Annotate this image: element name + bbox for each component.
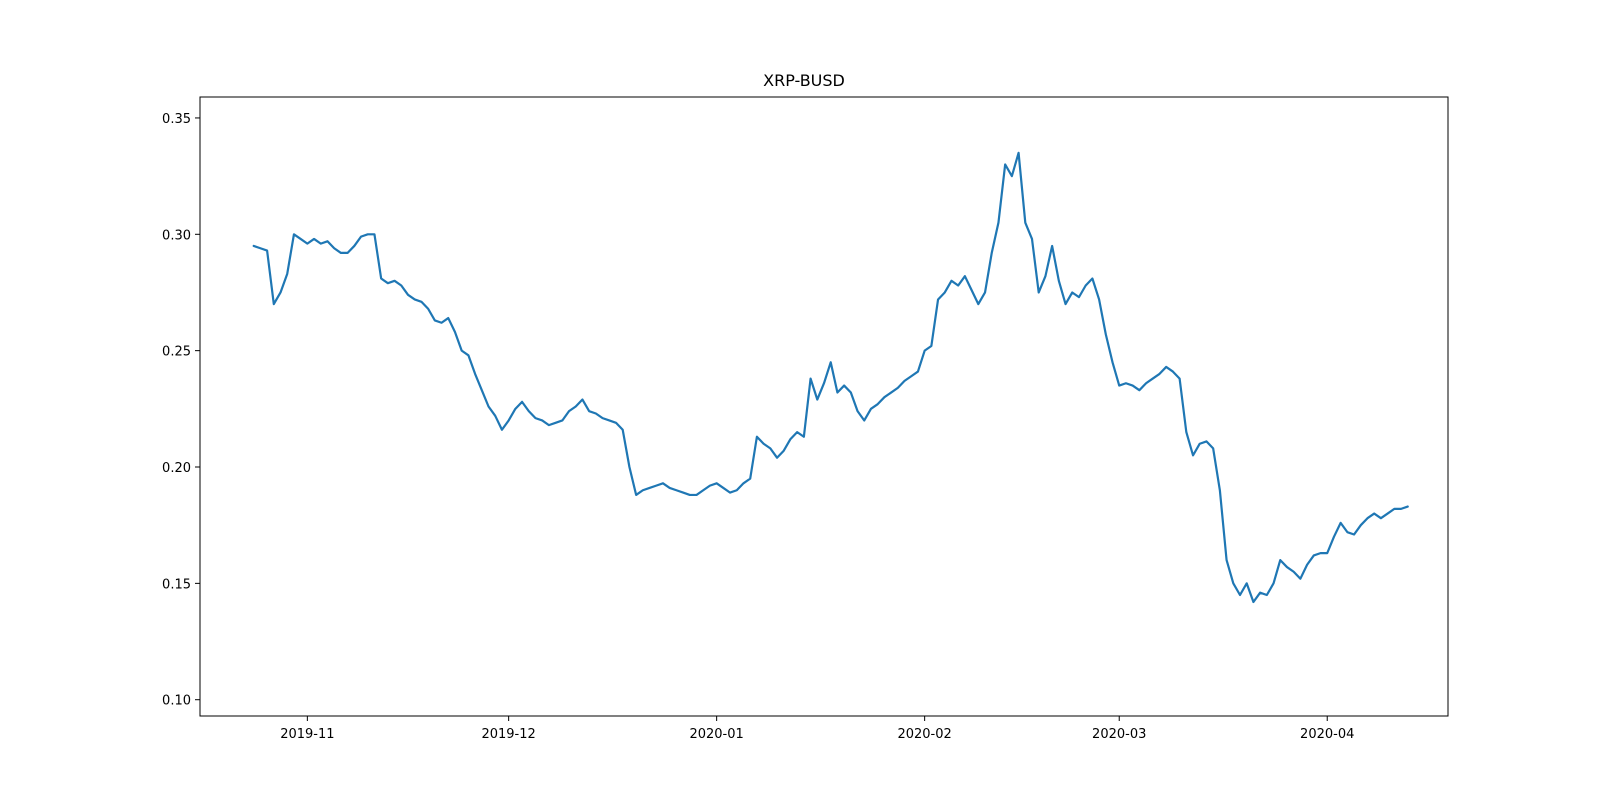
x-tick-label: 2020-03 [1092, 727, 1146, 742]
x-tick-label: 2020-01 [689, 727, 743, 742]
y-tick-label: 0.15 [162, 577, 191, 592]
y-tick-label: 0.30 [162, 228, 191, 243]
series-layer [252, 151, 1409, 604]
y-tick-label: 0.20 [162, 461, 191, 476]
plot-frame [199, 96, 1449, 717]
x-axis: 2019-11 2019-12 2020-01 2020-02 2020-03 2020-… [280, 716, 1354, 742]
x-tick-label: 2020-04 [1300, 727, 1354, 742]
y-tick-label: 0.10 [162, 694, 191, 709]
x-tick-label: 2019-12 [481, 727, 535, 742]
series-line-0 [252, 151, 1409, 604]
y-axis: 0.10 0.15 0.20 0.25 0.30 0.35 [162, 112, 200, 709]
x-tick-label: 2020-02 [897, 727, 951, 742]
y-tick-label: 0.35 [162, 112, 191, 127]
x-tick-label: 2019-11 [280, 727, 334, 742]
chart-title: XRP-BUSD [763, 71, 845, 90]
y-tick-label: 0.25 [162, 345, 191, 360]
